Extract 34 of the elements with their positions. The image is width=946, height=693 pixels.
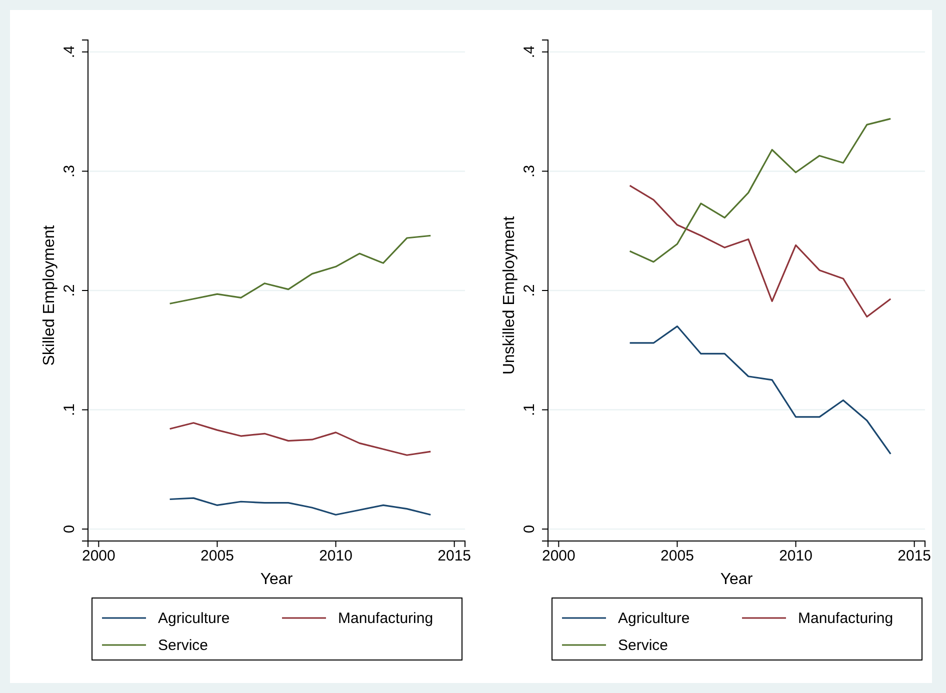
x-tick-label: 2000	[542, 548, 576, 565]
y-axis-title: Skilled Employment	[41, 224, 58, 366]
x-axis-title: Year	[260, 571, 294, 588]
line-series	[169, 234, 432, 304]
line-series	[629, 118, 892, 263]
y-tick-label: .3	[61, 164, 78, 178]
legend-label: Manufacturing	[338, 610, 434, 627]
line-series	[169, 497, 432, 516]
x-tick-label: 2000	[82, 548, 116, 565]
y-axis-title: Unskilled Employment	[501, 216, 518, 375]
line-series	[629, 184, 892, 318]
y-tick-label: .3	[521, 164, 538, 178]
legend-label: Manufacturing	[798, 610, 894, 627]
x-axis-title: Year	[720, 571, 754, 588]
y-tick-label: .2	[61, 284, 78, 297]
x-tick-label: 2010	[779, 548, 812, 565]
y-tick-label: .4	[521, 46, 538, 58]
x-tick-label: 2010	[319, 548, 352, 565]
line-series	[169, 422, 432, 456]
x-tick-label: 2015	[438, 548, 472, 565]
legend-label: Service	[158, 637, 208, 654]
y-tick-label: .1	[521, 404, 538, 416]
y-tick-label: 0	[61, 524, 78, 534]
x-tick-label: 2005	[200, 548, 234, 565]
x-tick-label: 2005	[660, 548, 694, 565]
legend-label: Agriculture	[158, 610, 230, 627]
y-tick-label: .2	[521, 284, 538, 297]
y-tick-label: .1	[61, 404, 78, 416]
y-tick-label: .4	[61, 46, 78, 58]
y-tick-label: 0	[521, 524, 538, 534]
line-series	[629, 325, 892, 455]
legend-label: Service	[618, 637, 668, 654]
legend-label: Agriculture	[618, 610, 690, 627]
x-tick-label: 2015	[898, 548, 932, 565]
